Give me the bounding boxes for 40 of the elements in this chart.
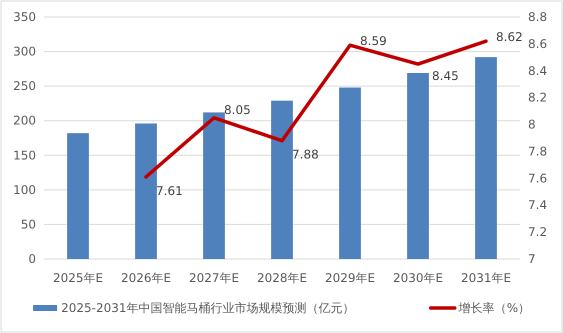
bar <box>67 133 89 259</box>
y-tick-label: 0 <box>28 252 36 266</box>
y-tick-label: 150 <box>13 148 36 162</box>
bar <box>339 88 361 259</box>
x-tick-label: 2026年E <box>120 271 172 285</box>
y2-tick-label: 7 <box>528 252 536 266</box>
bar <box>475 57 497 259</box>
x-tick-label: 2029年E <box>324 271 376 285</box>
y2-tick-label: 7.4 <box>528 198 548 212</box>
y2-tick-label: 8.4 <box>528 64 548 78</box>
y2-tick-label: 8.2 <box>528 90 548 105</box>
y2-tick-label: 8.6 <box>528 36 548 51</box>
legend-label: 增长率（%） <box>458 301 530 315</box>
y-tick-label: 350 <box>13 10 36 24</box>
data-label: 8.05 <box>224 102 251 117</box>
y-tick-label: 50 <box>20 217 36 232</box>
x-tick-label: 2025年E <box>52 271 104 285</box>
x-tick-label: 2030年E <box>392 271 444 285</box>
bar <box>203 112 225 259</box>
y-tick-label: 200 <box>13 114 36 128</box>
bar <box>135 123 157 259</box>
data-label: 8.45 <box>432 69 459 84</box>
data-label: 7.61 <box>156 184 183 198</box>
data-label: 8.62 <box>496 30 523 44</box>
y2-tick-label: 8.8 <box>528 10 548 24</box>
y-tick-label: 300 <box>13 44 36 59</box>
bar <box>407 73 429 259</box>
x-tick-label: 2028年E <box>256 271 308 285</box>
y-tick-label: 100 <box>13 182 36 197</box>
y-tick-label: 250 <box>13 79 36 94</box>
data-label: 7.88 <box>292 148 319 162</box>
legend-label: 2025-2031年中国智能马桶行业市场规模预测（亿元） <box>61 301 355 315</box>
data-label: 8.59 <box>360 34 387 48</box>
x-tick-label: 2031年E <box>460 271 512 285</box>
y2-tick-label: 7.2 <box>528 225 548 240</box>
bar <box>271 100 293 259</box>
y2-tick-label: 7.8 <box>528 144 548 158</box>
y2-tick-label: 7.6 <box>528 171 548 186</box>
x-tick-label: 2027年E <box>188 271 240 285</box>
y2-tick-label: 8 <box>528 118 536 132</box>
